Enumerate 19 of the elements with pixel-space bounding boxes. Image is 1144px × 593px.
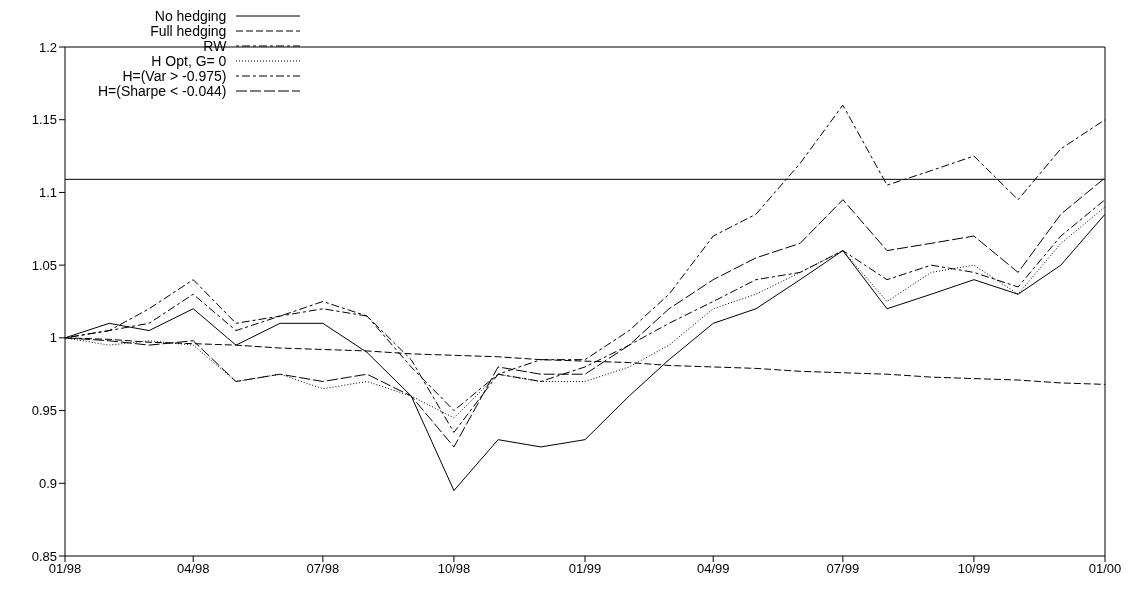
x-tick-label: 04/98: [176, 561, 210, 577]
legend-label: No hedging: [154, 7, 227, 24]
x-tick-label: 10/98: [437, 561, 471, 577]
y-tick-label: 1.2: [38, 39, 57, 55]
y-tick-label: 1.05: [31, 257, 57, 273]
x-tick-label: 07/98: [306, 561, 340, 577]
y-tick-label: 0.85: [31, 548, 57, 564]
x-tick-label: 01/99: [568, 561, 602, 577]
x-tick-label: 07/99: [826, 561, 860, 577]
y-tick-label: 0.95: [31, 403, 57, 419]
x-tick-label: 01/00: [1088, 561, 1122, 577]
y-tick-label: 0.9: [38, 475, 57, 491]
y-tick-label: 1.1: [38, 185, 57, 201]
x-tick-label: 04/99: [696, 561, 730, 577]
y-tick-label: 1: [49, 330, 57, 346]
legend-label: H Opt, G= 0: [151, 52, 227, 69]
x-tick-label: 10/99: [957, 561, 991, 577]
y-tick-label: 1.15: [31, 112, 57, 128]
x-tick-label: 01/98: [48, 561, 82, 577]
